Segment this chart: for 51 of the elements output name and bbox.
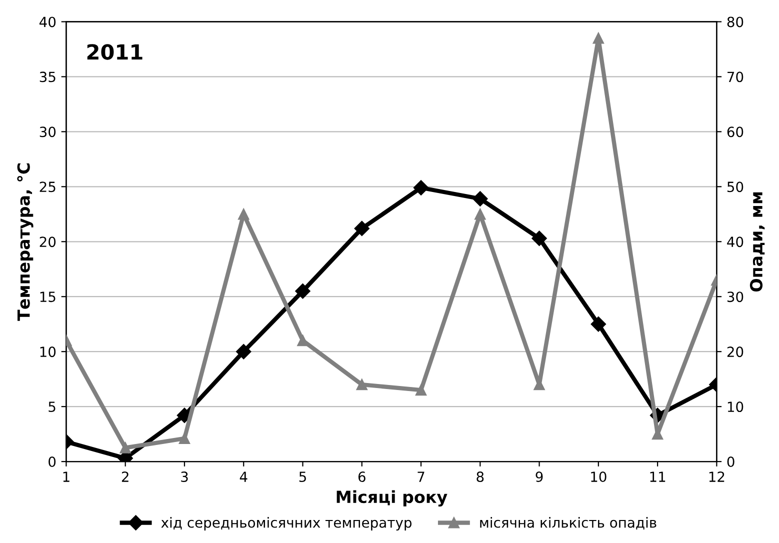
x-axis-title: Місяці року [336, 490, 448, 507]
y-axis-title: Температура, °С [17, 163, 34, 321]
y2-tick-label: 50 [727, 182, 744, 192]
y-tick-label: 25 [40, 182, 56, 192]
y-tick-label: 35 [40, 72, 56, 82]
point [356, 379, 368, 390]
y2-tick-label: 0 [727, 456, 734, 468]
y-tick-label: 20 [40, 236, 56, 248]
point [472, 191, 488, 206]
point [178, 432, 190, 444]
x-tick-label: 5 [299, 472, 306, 482]
point [236, 344, 252, 360]
x-tick-label: 11 [650, 472, 666, 482]
y-tick-label: 5 [48, 402, 56, 412]
point [413, 180, 429, 196]
x-tick-label: 1 [63, 472, 70, 482]
point [590, 316, 606, 332]
legend-label: місячна кількість опадів [480, 517, 656, 530]
y2-tick-label: 10 [728, 402, 744, 412]
point [415, 384, 427, 396]
point [354, 220, 370, 236]
x-tick-label: 6 [358, 472, 366, 482]
point [238, 208, 250, 220]
x-tick-label: 7 [418, 472, 424, 482]
y2-tick-label: 70 [728, 72, 744, 82]
x-tick-label: 9 [536, 472, 543, 482]
x-tick-label: 3 [181, 472, 188, 482]
y-tick-label: 0 [48, 456, 56, 468]
y2-tick-label: 80 [727, 16, 744, 28]
annotation: 2011 [87, 44, 142, 60]
legend-label: хід середньомісячних температур [161, 517, 412, 530]
x-tick-label: 4 [240, 472, 248, 482]
point [532, 230, 547, 246]
x-tick-label: 2 [122, 472, 128, 482]
x-tick-label: 8 [476, 472, 484, 482]
y2-tick-label: 60 [727, 126, 744, 138]
x-tick-label: 10 [591, 472, 606, 482]
point [474, 208, 486, 220]
y-tick-label: 10 [40, 346, 56, 358]
y2-tick-label: 20 [727, 346, 744, 358]
point [297, 335, 308, 346]
y-tick-label: 40 [40, 16, 56, 28]
y-tick-label: 15 [40, 292, 56, 302]
x-tick-label: 12 [709, 472, 724, 482]
y2-axis-title: Опади, мм [750, 192, 765, 292]
point [592, 32, 604, 44]
y2-tick-label: 40 [727, 236, 744, 248]
y-tick-label: 30 [40, 126, 56, 138]
y2-tick-label: 30 [727, 292, 744, 302]
point [295, 284, 310, 299]
point [120, 442, 131, 454]
